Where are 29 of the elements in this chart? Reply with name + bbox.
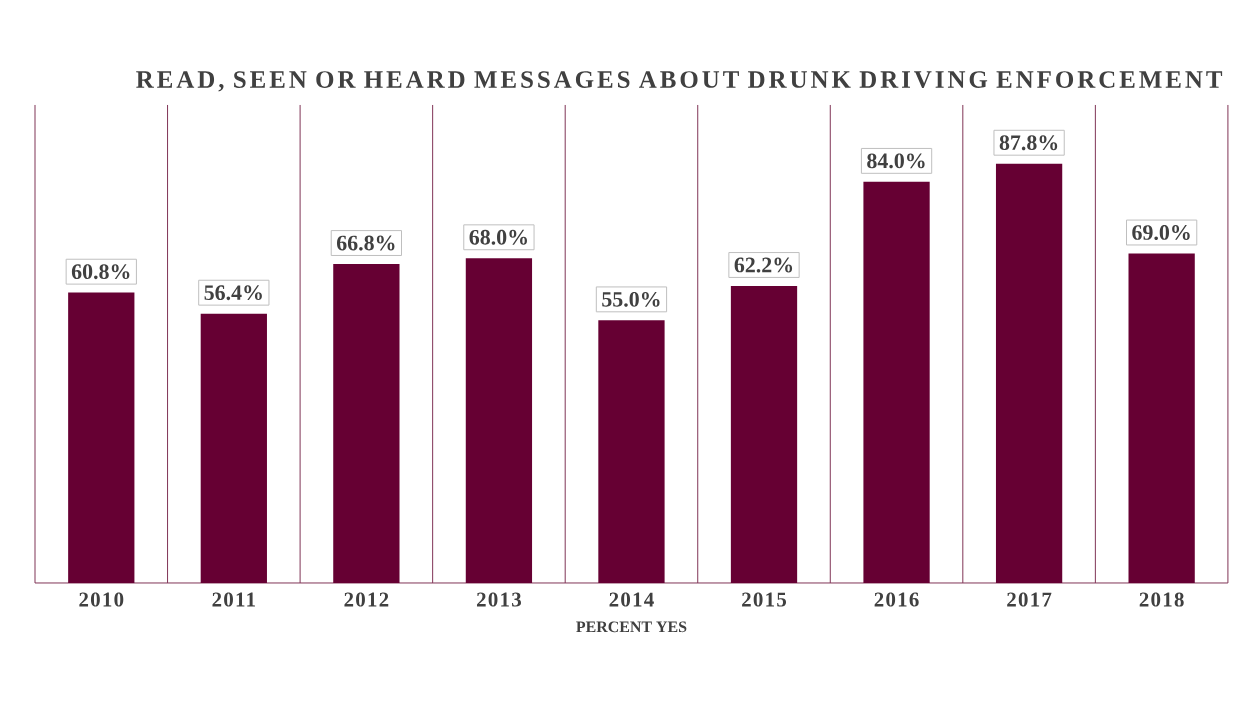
data-label: 69.0% [1132,225,1190,240]
bar [465,258,533,583]
x-tick-label: 2017 [1007,592,1052,607]
x-tick-label: 2016 [874,592,919,607]
data-label: 66.8% [336,235,395,251]
x-tick-label: 2014 [609,592,654,607]
data-label: 62.2% [734,257,793,273]
bar [995,163,1063,583]
bar [598,320,665,583]
x-tick-label: 2012 [344,592,389,607]
x-tick-label: 2018 [1139,592,1184,607]
bar [730,285,798,583]
bar [68,292,135,583]
x-tick-label: 2013 [476,592,521,607]
x-tick-label: 2011 [212,592,255,607]
bar [1128,253,1195,583]
bar [333,263,400,583]
bar [863,181,930,583]
chart-title: READ, SEEN OR HEARD MESSAGES ABOUT DRUNK DRIVING ENFORCEMENT [136,71,1223,92]
data-label: 56.4% [204,285,262,301]
data-label: 84.0% [867,153,925,169]
data-label: 68.0% [469,229,527,245]
bar [200,313,267,583]
data-label: 60.8% [71,264,130,280]
data-label: 55.0% [602,291,660,307]
x-tick-label: 2015 [742,592,787,607]
x-axis-title: PERCENT YES [576,621,687,633]
data-label: 87.8% [999,135,1058,151]
x-tick-label: 2010 [79,592,124,607]
